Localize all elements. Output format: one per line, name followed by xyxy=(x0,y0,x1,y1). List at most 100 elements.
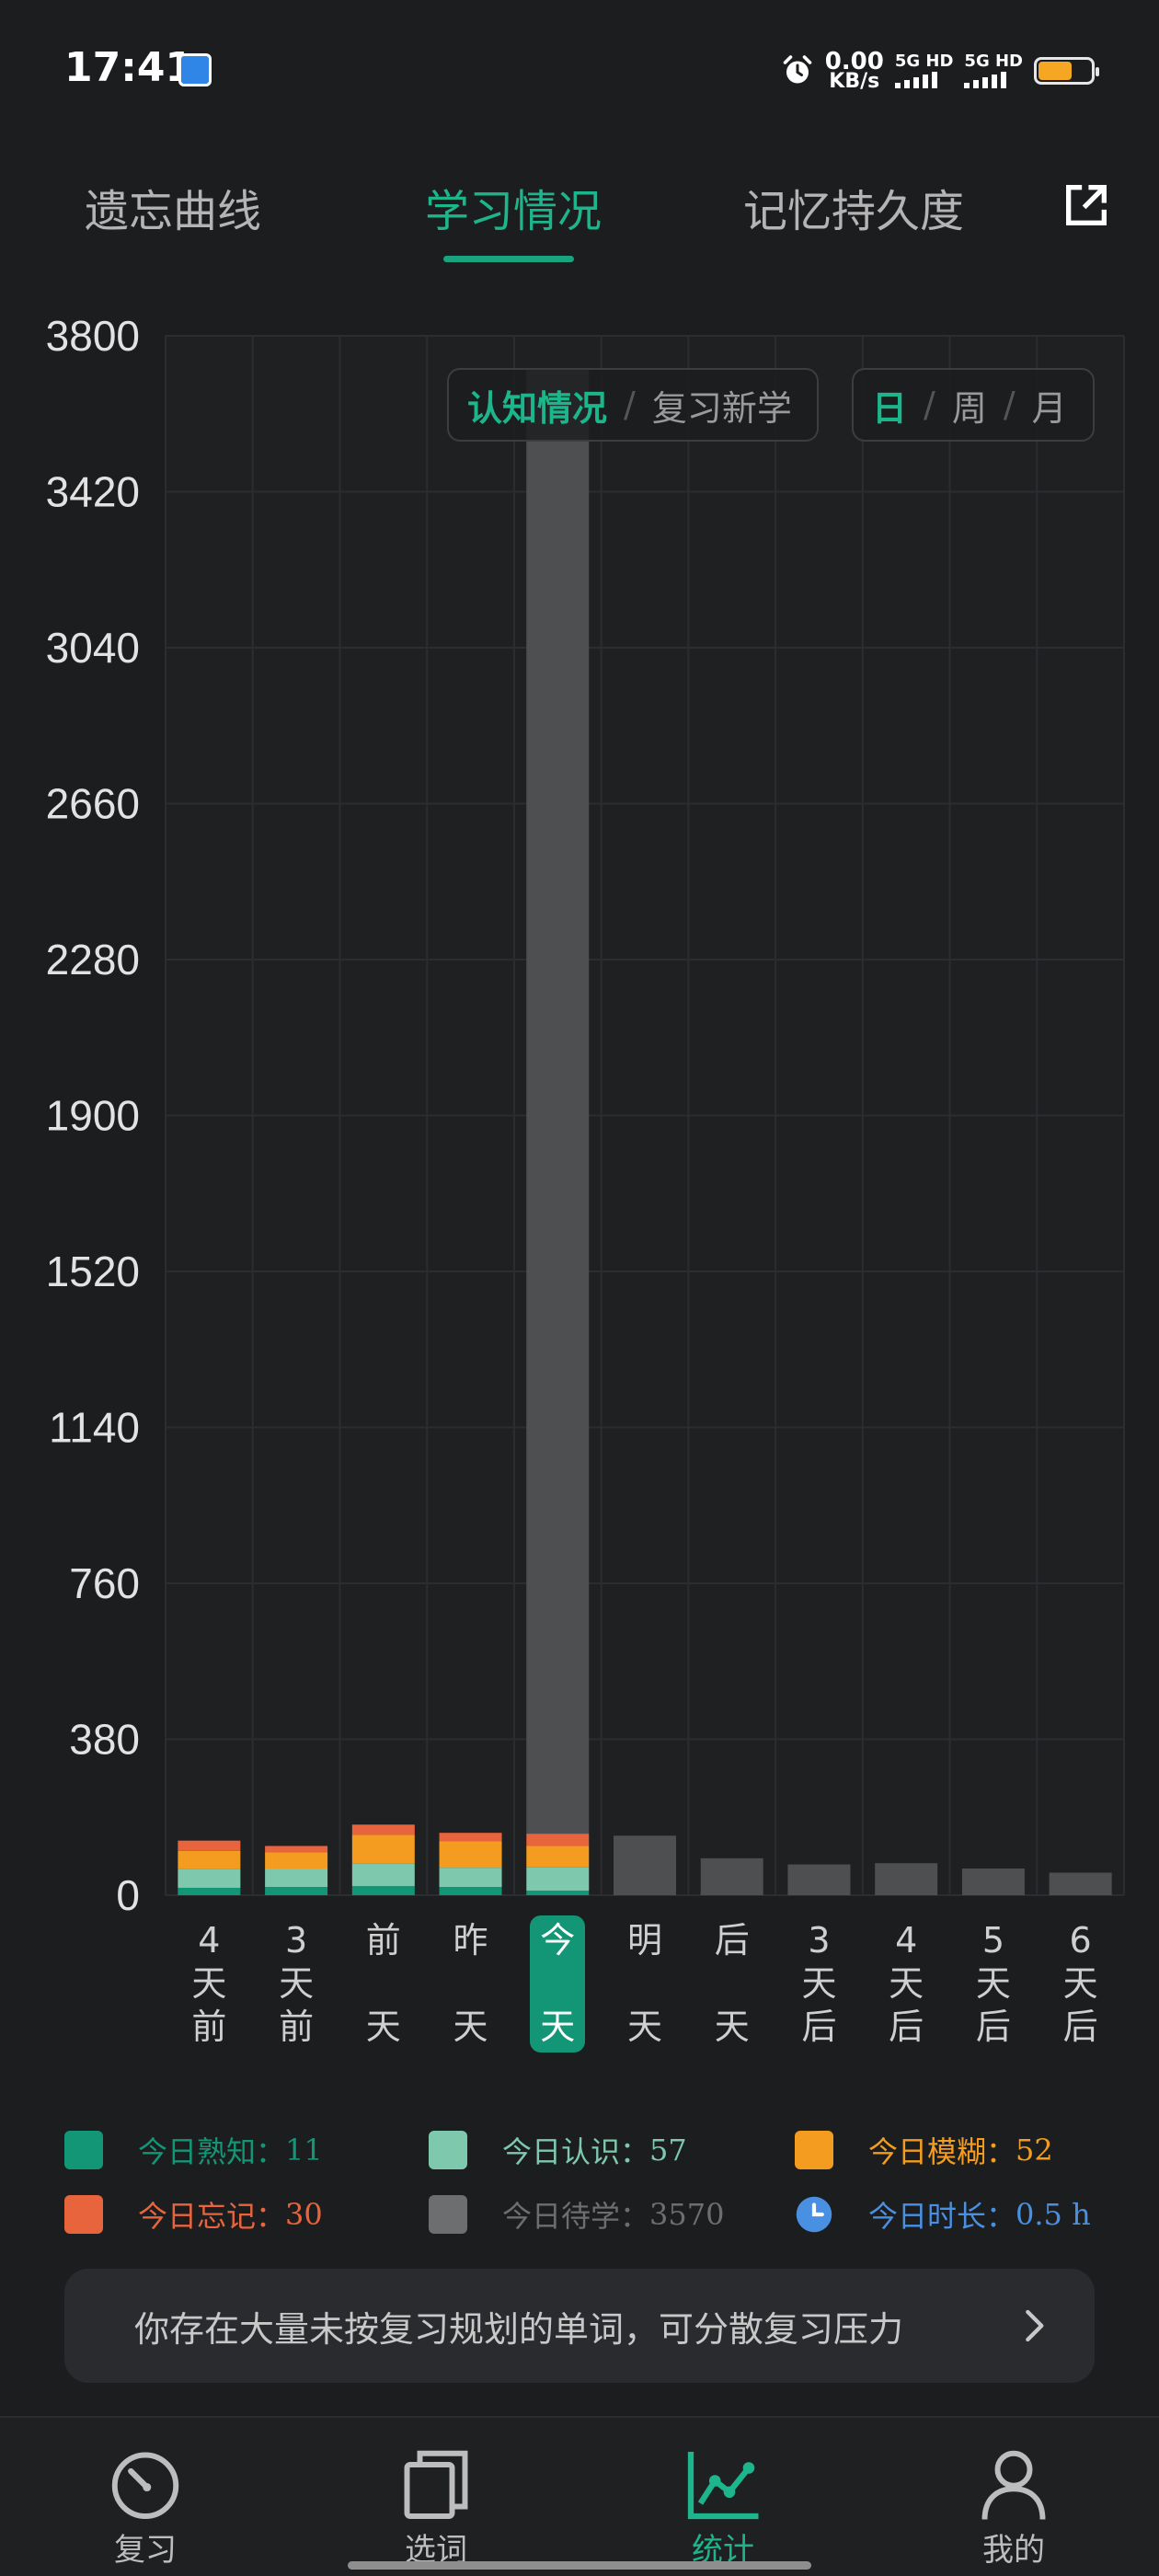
bar-segment xyxy=(178,1850,241,1869)
y-tick-label: 3040 xyxy=(46,624,140,672)
y-tick-label: 0 xyxy=(116,1871,140,1919)
legend-value: 3570 xyxy=(649,2197,725,2232)
bar-segment xyxy=(439,1833,502,1842)
x-tick-char: 后 xyxy=(801,2007,837,2047)
nav-select-words[interactable]: 选词 xyxy=(381,2445,491,2570)
y-tick-label: 1520 xyxy=(46,1248,140,1295)
x-tick-char: 天 xyxy=(1062,1963,1098,2004)
toggle-week[interactable]: 周 xyxy=(951,387,987,429)
y-tick-label: 760 xyxy=(69,1559,140,1607)
x-tick-label[interactable]: 后天 xyxy=(705,1919,760,2049)
x-tick-char: 今 xyxy=(540,1920,576,1961)
toggle-review-new[interactable]: 复习新学 xyxy=(651,387,792,429)
sim2-label: 5G HD xyxy=(964,52,1023,71)
toggle-month[interactable]: 月 xyxy=(1031,387,1067,429)
bottom-nav: 复习 选词 统计 我的 xyxy=(0,2416,1159,2576)
bar-segment xyxy=(178,1869,241,1888)
y-tick-label: 1140 xyxy=(49,1404,140,1452)
x-tick-char: 天 xyxy=(714,2007,750,2047)
tab-memory-retention[interactable]: 记忆持久度 xyxy=(743,186,965,237)
bar-segment xyxy=(351,1834,415,1864)
x-tick-char: 后 xyxy=(889,2007,924,2047)
x-tick-char: 后 xyxy=(714,1920,750,1961)
share-icon[interactable] xyxy=(1060,178,1113,232)
y-tick-label: 3800 xyxy=(46,312,140,360)
x-tick-char xyxy=(705,1962,760,2006)
mode-toggle[interactable]: 认知情况 / 复习新学 xyxy=(447,368,819,442)
chart-line-icon xyxy=(687,2452,759,2520)
x-tick-char: 昨 xyxy=(453,1920,488,1961)
bar-segment xyxy=(178,1887,241,1895)
period-toggle[interactable]: 日 / 周 / 月 xyxy=(852,368,1095,442)
x-tick-char xyxy=(443,1962,499,2006)
x-tick-char: 3 xyxy=(808,1920,831,1961)
net-speed-unit: KB/s xyxy=(829,70,880,93)
alarm-icon xyxy=(783,55,811,84)
legend-swatch xyxy=(429,2131,467,2169)
x-tick-label[interactable]: 昨天 xyxy=(443,1919,499,2049)
bar-segment xyxy=(961,1869,1025,1895)
legend-known: 今日认识： 57 xyxy=(429,2129,687,2171)
x-tick-label[interactable]: 明天 xyxy=(617,1919,672,2049)
nav-review[interactable]: 复习 xyxy=(90,2445,201,2570)
y-tick-label: 3420 xyxy=(46,468,140,516)
x-tick-char: 天 xyxy=(975,1963,1011,2004)
nav-statistics[interactable]: 统计 xyxy=(668,2445,778,2570)
bar-segment xyxy=(265,1846,328,1853)
home-indicator[interactable] xyxy=(348,2561,811,2570)
bar-segment xyxy=(614,1835,676,1895)
nav-profile[interactable]: 我的 xyxy=(958,2445,1069,2570)
legend-value: 57 xyxy=(649,2133,687,2168)
status-icons: 0.00 KB/s 5G HD 5G HD xyxy=(781,48,1099,94)
x-tick-label[interactable]: 前天 xyxy=(356,1919,411,2049)
app-badge-icon xyxy=(178,53,212,86)
bar-segment xyxy=(787,1864,851,1895)
legend-vague: 今日模糊： 52 xyxy=(795,2129,1053,2171)
tab-learning-status[interactable]: 学习情况 xyxy=(425,186,602,237)
review-pressure-hint[interactable]: 你存在大量未按复习规划的单词，可分散复习压力 xyxy=(64,2269,1095,2383)
x-tick-char: 天 xyxy=(801,1963,837,2004)
hint-text: 你存在大量未按复习规划的单词，可分散复习压力 xyxy=(134,2308,904,2350)
x-tick-char xyxy=(530,1962,585,2006)
legend-value: 11 xyxy=(285,2133,323,2168)
legend-familiar: 今日熟知： 11 xyxy=(64,2129,323,2171)
x-tick-char: 后 xyxy=(1062,2007,1098,2047)
signal-icon: 5G HD xyxy=(894,53,953,88)
legend-swatch xyxy=(64,2195,103,2234)
x-tick-char: 天 xyxy=(365,2007,401,2047)
toggle-separator: / xyxy=(924,385,935,425)
legend: 今日熟知： 11 今日认识： 57 今日模糊： 52 今日忘记： 30 今日待学： 357… xyxy=(0,2116,1159,2245)
cards-icon xyxy=(404,2450,468,2519)
clock-icon xyxy=(796,2196,832,2233)
y-tick-label: 2280 xyxy=(46,936,140,983)
toggle-day[interactable]: 日 xyxy=(872,387,908,429)
signal-icon: 5G HD xyxy=(964,53,1023,88)
legend-label: 今日熟知： xyxy=(138,2134,286,2169)
legend-value: 0.5 h xyxy=(1016,2197,1091,2232)
toggle-cognition[interactable]: 认知情况 xyxy=(467,387,608,429)
x-tick-char: 前 xyxy=(279,2007,315,2047)
legend-swatch xyxy=(795,2131,833,2169)
bar-segment xyxy=(526,1891,590,1895)
bar-segment xyxy=(265,1852,328,1869)
x-tick-label[interactable]: 今天 xyxy=(530,1915,586,2053)
bar-segment xyxy=(351,1863,415,1887)
y-tick-label: 2660 xyxy=(46,780,140,828)
legend-label: 今日认识： xyxy=(502,2134,650,2169)
legend-swatch xyxy=(429,2195,467,2234)
x-tick-char: 明 xyxy=(626,1920,662,1961)
legend-value: 52 xyxy=(1016,2133,1053,2168)
toggle-separator: / xyxy=(1003,385,1016,425)
bar-segment xyxy=(265,1869,328,1888)
tab-forgetting-curve[interactable]: 遗忘曲线 xyxy=(85,186,262,237)
status-bar: 17:41 0.00 KB/s 5G HD 5G HD xyxy=(0,0,1159,138)
legend-forgotten: 今日忘记： 30 xyxy=(64,2193,323,2236)
nav-label: 我的 xyxy=(982,2532,1045,2569)
